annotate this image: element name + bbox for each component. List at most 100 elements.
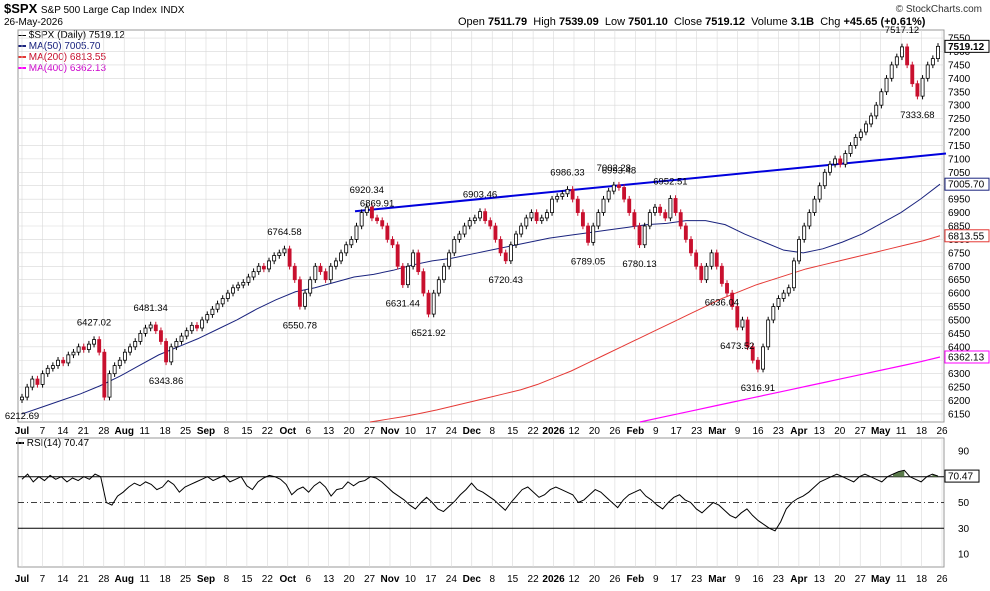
candle [153, 324, 158, 332]
candle [128, 346, 133, 353]
candle [601, 198, 606, 213]
candle [61, 359, 66, 364]
candle [843, 153, 848, 165]
x-tick-label: Feb [626, 426, 644, 437]
candle [735, 306, 740, 328]
chg-value: +45.65 (+0.61%) [843, 16, 926, 28]
candle [344, 244, 349, 254]
x-tick-label: 20 [834, 426, 846, 437]
candle [431, 292, 436, 315]
candle [483, 211, 488, 222]
candle [637, 225, 642, 246]
candle [699, 265, 704, 281]
candle [858, 131, 863, 138]
candle [694, 252, 699, 267]
y-tick-label: 7550 [948, 34, 971, 45]
candle [122, 351, 127, 361]
candle [220, 298, 225, 305]
candle [467, 220, 472, 227]
rsi-x-tick-label: Sep [197, 574, 215, 585]
candle [606, 190, 611, 200]
y-tick-label: 6650 [948, 275, 971, 286]
candle [889, 64, 894, 79]
x-tick-label: 8 [224, 426, 230, 437]
y-tick-label: 6900 [948, 208, 971, 219]
x-tick-label: 24 [446, 426, 458, 437]
candle [225, 292, 230, 299]
x-tick-label: 26 [936, 426, 948, 437]
candle [503, 252, 508, 262]
candle [359, 212, 364, 227]
candle [900, 46, 904, 58]
x-tick-label: 25 [180, 426, 192, 437]
rsi-x-tick-label: 9 [735, 574, 741, 585]
rsi-right-axis-badge [944, 469, 980, 483]
candle [102, 351, 107, 398]
y-tick-label: 6500 [948, 315, 971, 326]
rsi-x-tick-label: 8 [224, 574, 230, 585]
rsi-x-tick-label: 27 [855, 574, 867, 585]
rsi-x-tick-label: 10 [405, 574, 417, 585]
candle [622, 187, 627, 200]
chart-date: 26-May-2026 [4, 17, 63, 28]
candle [673, 198, 678, 213]
x-tick-label: 11 [139, 426, 150, 437]
x-tick-label: 17 [671, 426, 683, 437]
y-tick-label: 7350 [948, 87, 971, 98]
rsi-x-tick-label: Apr [790, 574, 807, 585]
candle [328, 265, 333, 281]
chart-title: $SPX S&P 500 Large Cap Index INDX [4, 2, 185, 17]
candle [750, 346, 755, 361]
x-tick-label: Jul [15, 426, 30, 437]
right-axis-value: 7005.70 [948, 180, 985, 191]
x-tick-label: 14 [57, 426, 69, 437]
x-tick-label: 16 [752, 426, 764, 437]
rsi-x-tick-label: 13 [814, 574, 826, 585]
price-annotation: 6316.91 [741, 383, 775, 394]
candle [339, 252, 343, 262]
x-tick-label: May [871, 426, 891, 437]
x-tick-label: Sep [197, 426, 215, 437]
candle [936, 45, 940, 60]
x-tick-label: 9 [735, 426, 741, 437]
candle [920, 77, 925, 97]
candle [761, 346, 765, 370]
x-tick-label: 9 [653, 426, 659, 437]
exchange: INDX [160, 5, 185, 16]
rsi-x-tick-label: 18 [916, 574, 928, 585]
x-tick-label: 26 [609, 426, 621, 437]
candle [107, 373, 112, 398]
x-tick-label: 23 [773, 426, 785, 437]
close-value: 7519.12 [705, 16, 745, 28]
y-tick-label: 7150 [948, 141, 971, 152]
candle [267, 260, 271, 270]
candle [565, 188, 570, 195]
candle [817, 185, 822, 200]
candle [143, 327, 148, 334]
candle [385, 225, 390, 240]
right-axis-badge [944, 177, 990, 191]
candle [802, 225, 807, 240]
candle [66, 354, 71, 364]
candle [910, 64, 915, 85]
y-tick-label: 7400 [948, 74, 971, 85]
candle [138, 332, 143, 342]
x-tick-label: 7 [40, 426, 46, 437]
open-value: 7511.79 [487, 16, 528, 28]
candle [555, 196, 560, 200]
candle [375, 217, 380, 222]
x-tick-label: 10 [405, 426, 417, 437]
y-tick-label: 6150 [948, 409, 971, 420]
y-tick-label: 7050 [948, 168, 971, 179]
y-tick-label: 6700 [948, 262, 971, 273]
candle [570, 188, 575, 200]
y-tick-label: 7450 [948, 60, 971, 71]
candle [282, 248, 287, 254]
y-tick-label: 6400 [948, 342, 971, 353]
candle [704, 265, 709, 281]
rsi-x-tick-label: 27 [364, 574, 376, 585]
candle [40, 373, 45, 385]
candle [678, 212, 683, 227]
rsi-x-tick-label: Aug [114, 574, 133, 585]
